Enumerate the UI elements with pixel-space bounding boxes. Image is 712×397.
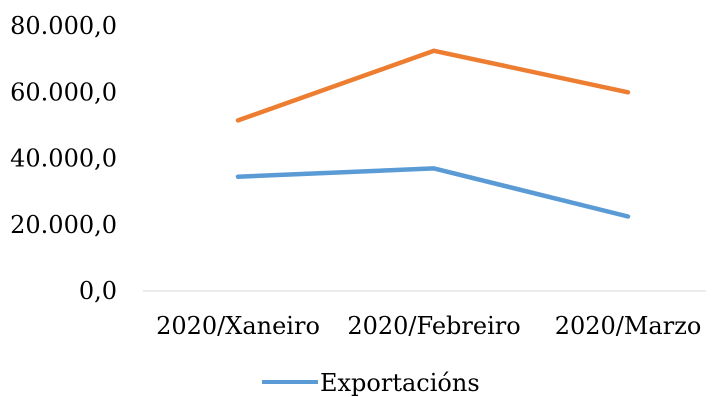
y-tick-label: 0,0 [79,277,117,305]
x-category-label: 2020/Febreiro [347,312,520,340]
y-tick-label: 80.000,0 [10,12,117,40]
x-category-label: 2020/Xaneiro [156,312,320,340]
x-axis-category-labels: 2020/Xaneiro 2020/Febreiro 2020/Marzo [156,312,701,340]
series-line-exportacions [238,168,628,216]
y-tick-label: 40.000,0 [10,145,117,173]
legend-label-exportacions: Exportacións [320,369,480,397]
series-lines [238,51,628,217]
series-line-2 [238,51,628,121]
y-tick-label: 60.000,0 [10,78,117,106]
x-category-label: 2020/Marzo [555,312,702,340]
y-axis-tick-labels: 0,0 20.000,0 40.000,0 60.000,0 80.000,0 [10,12,117,305]
legend: Exportacións [262,369,480,397]
y-tick-label: 20.000,0 [10,211,117,239]
